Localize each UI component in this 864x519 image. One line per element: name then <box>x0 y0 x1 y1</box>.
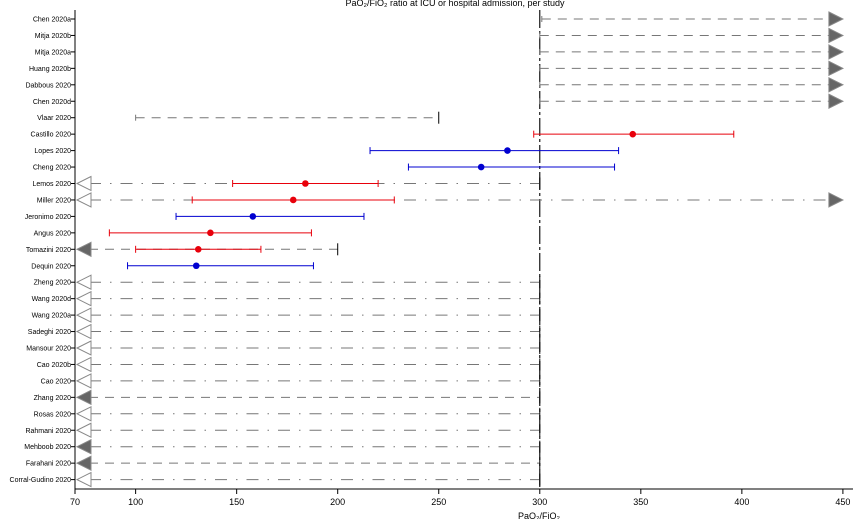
study-label: Lemos 2020 <box>32 181 71 188</box>
x-tick-label: 300 <box>532 497 547 507</box>
left-arrow <box>75 373 92 389</box>
study-label: Cao 2020b <box>37 362 71 369</box>
study-label: Wang 2020a <box>32 313 72 320</box>
point-estimate <box>504 147 511 154</box>
study-label: Rosas 2020 <box>34 411 71 418</box>
left-arrow <box>75 438 92 455</box>
chart-title: PaO₂/FiO₂ ratio at ICU or hospital admis… <box>345 0 565 8</box>
left-arrow <box>75 405 92 422</box>
right-arrow <box>828 93 845 110</box>
x-tick-label: 400 <box>734 497 749 507</box>
point-estimate <box>289 196 297 204</box>
right-arrow <box>828 76 845 93</box>
left-arrow <box>75 274 92 291</box>
study-label: Huang 2020b <box>29 66 71 73</box>
study-label: Rahmani 2020 <box>25 428 71 435</box>
x-tick-label: 150 <box>229 497 244 507</box>
study-label: Chen 2020d <box>33 99 71 106</box>
left-arrow <box>75 307 92 323</box>
point-estimate <box>194 246 202 253</box>
point-estimate <box>477 163 485 171</box>
study-label: Miller 2020 <box>37 197 71 204</box>
study-label: Chen 2020a <box>33 17 71 24</box>
study-label: Zhang 2020 <box>34 395 71 402</box>
x-tick-label: 200 <box>330 497 345 507</box>
left-arrow <box>75 471 92 488</box>
left-arrow <box>75 340 92 356</box>
study-label: Castillo 2020 <box>31 132 72 139</box>
left-arrow <box>75 356 92 373</box>
point-estimate <box>192 262 200 270</box>
x-tick-label: 450 <box>835 497 850 507</box>
left-arrow <box>75 192 92 208</box>
study-label: Jeronimo 2020 <box>25 214 71 221</box>
x-tick-label: 350 <box>633 497 648 507</box>
study-label: Sadeghi 2020 <box>28 329 71 336</box>
x-tick-label: 250 <box>431 497 446 507</box>
study-label: Cheng 2020 <box>33 165 71 172</box>
point-estimate <box>249 213 257 220</box>
right-arrow <box>828 27 845 44</box>
x-axis-title: PaO₂/FiO₂ <box>518 511 561 519</box>
left-arrow <box>75 455 92 471</box>
x-tick-label: 70 <box>70 497 80 507</box>
left-arrow <box>75 389 92 406</box>
right-arrow <box>828 11 845 27</box>
study-label: Dabbous 2020 <box>25 82 71 89</box>
study-label: Mehboob 2020 <box>24 444 71 451</box>
study-label: Angus 2020 <box>34 230 71 237</box>
study-label: Mitja 2020b <box>35 33 71 40</box>
plot-area: 70 100 150 200 250 300 350 400 450 Chen 2020a Mitj… <box>10 10 853 507</box>
study-label: Zheng 2020 <box>34 280 71 287</box>
study-label: Corral-Gudino 2020 <box>10 477 72 484</box>
left-arrow <box>75 323 92 340</box>
study-label: Mansour 2020 <box>26 346 71 353</box>
left-arrow <box>75 290 92 307</box>
study-label: Wang 2020d <box>32 296 72 303</box>
study-label: Vlaar 2020 <box>37 115 71 122</box>
right-arrow <box>828 192 845 208</box>
point-estimate <box>207 229 214 237</box>
x-tick-label: 100 <box>128 497 143 507</box>
study-label: Lopes 2020 <box>34 148 71 155</box>
point-estimate <box>629 130 637 138</box>
right-arrow <box>828 60 845 77</box>
right-arrow <box>828 44 845 60</box>
study-label: Farahani 2020 <box>26 461 71 468</box>
point-estimate <box>302 180 309 187</box>
left-arrow <box>75 422 92 439</box>
left-arrow <box>75 175 92 192</box>
left-arrow <box>75 241 92 258</box>
study-label: Tomazini 2020 <box>26 247 71 254</box>
study-label: Dequin 2020 <box>31 263 71 270</box>
study-label: Mitja 2020a <box>35 49 71 56</box>
study-label: Cao 2020 <box>41 378 71 385</box>
